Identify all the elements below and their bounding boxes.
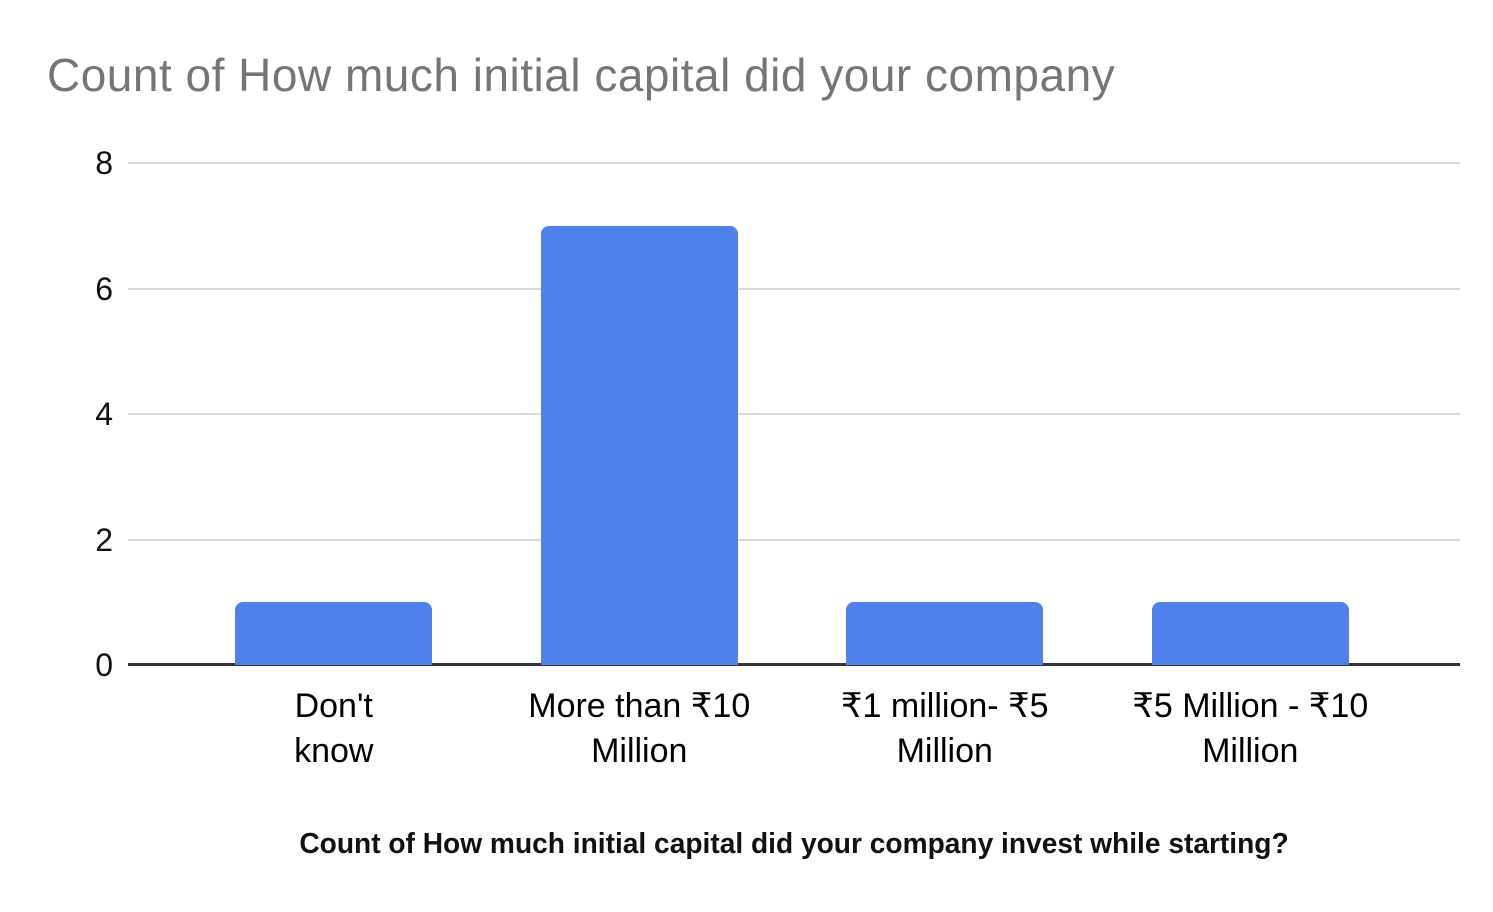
- x-category-label-5-million-10-million: ₹5 Million - ₹10 Million: [1080, 684, 1420, 774]
- gridline-2: [128, 538, 1460, 541]
- x-category-label-line: Million: [1202, 732, 1299, 770]
- gridline-6: [128, 287, 1460, 290]
- y-tick-label-4: 4: [95, 396, 113, 432]
- bar-1-million-5-million[interactable]: [846, 602, 1044, 665]
- bar-5-million-10-million[interactable]: [1151, 602, 1349, 665]
- chart-title: Count of How much initial capital did yo…: [47, 49, 1116, 101]
- bar-more-than-10-million[interactable]: [540, 225, 738, 665]
- x-category-label-line: Million: [591, 732, 688, 770]
- y-tick-label-8: 8: [95, 145, 113, 181]
- x-axis-title: Count of How much initial capital did yo…: [299, 828, 1289, 860]
- gridline-8: [128, 162, 1460, 164]
- x-category-label-1-million-5-million: ₹1 million- ₹5 Million: [775, 684, 1115, 774]
- x-category-label-line: ₹5 Million - ₹10: [1132, 687, 1369, 725]
- x-category-label-line: Million: [896, 732, 993, 770]
- bar-don-t-know[interactable]: [235, 602, 433, 665]
- x-category-label-line: More than ₹10: [528, 687, 751, 725]
- y-tick-label-2: 2: [95, 521, 113, 558]
- y-tick-label-6: 6: [95, 270, 113, 307]
- x-category-label-don-t-know: Don't know: [164, 684, 504, 774]
- y-tick-label-0: 0: [95, 647, 113, 683]
- plot-area: [128, 162, 1460, 666]
- gridline-4: [128, 413, 1460, 415]
- x-category-label-line: know: [294, 732, 374, 770]
- x-category-label-more-than-10-million: More than ₹10 Million: [469, 684, 809, 774]
- x-axis-line: [128, 663, 1460, 666]
- x-category-label-line: Don't: [294, 687, 373, 725]
- x-category-label-line: ₹1 million- ₹5: [840, 687, 1049, 725]
